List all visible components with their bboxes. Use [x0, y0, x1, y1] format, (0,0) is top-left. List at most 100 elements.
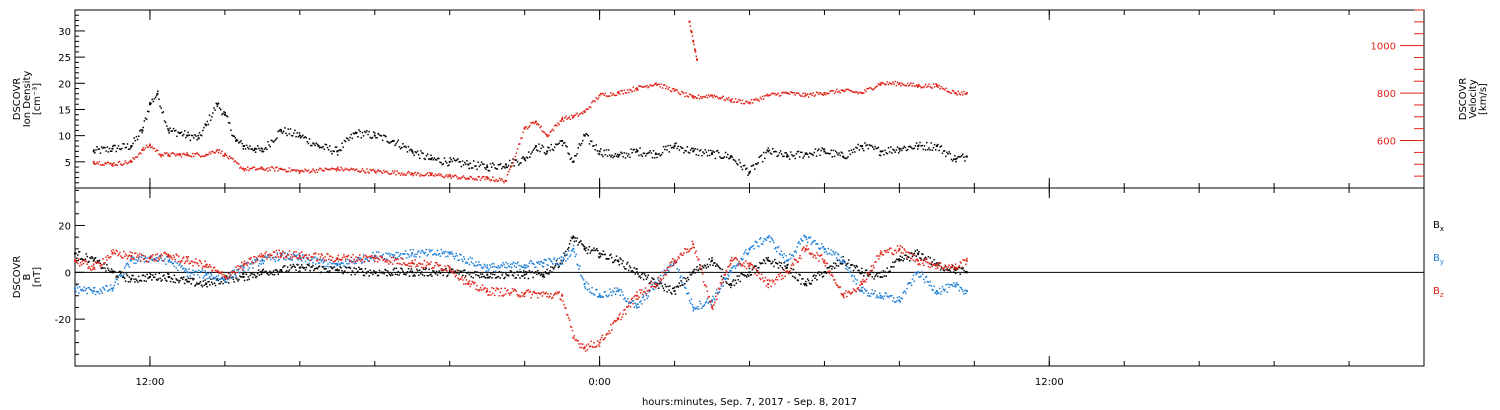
- field-Bx-point: [934, 262, 936, 265]
- field-Bx-point: [647, 274, 650, 276]
- field-By-point: [335, 262, 338, 265]
- field-Bz-point: [685, 248, 687, 250]
- field-Bx-point: [571, 237, 574, 240]
- velocity-point: [485, 176, 487, 178]
- field-Bx-point: [875, 274, 877, 276]
- field-Bz-point: [824, 264, 827, 267]
- field-Bz-point: [553, 293, 556, 295]
- field-Bx-point: [478, 275, 480, 277]
- field-By-point: [620, 289, 622, 291]
- field-Bx-point: [799, 274, 801, 276]
- field-Bz-point: [526, 289, 529, 292]
- field-Bz-point: [568, 319, 571, 321]
- field-Bz-point: [233, 270, 236, 273]
- velocity-point: [245, 169, 248, 171]
- field-By-point: [806, 241, 809, 244]
- field-Bz-point: [677, 256, 680, 258]
- density-point: [269, 145, 271, 148]
- velocity-point: [581, 112, 584, 115]
- field-Bz-point: [795, 259, 798, 262]
- velocity-point: [696, 97, 699, 99]
- field-Bz-point: [478, 290, 480, 292]
- field-Bx-point: [542, 273, 545, 276]
- field-Bz-point: [377, 257, 380, 260]
- field-Bx-point: [624, 268, 626, 270]
- density-point: [883, 153, 885, 156]
- field-Bx-point: [422, 268, 425, 270]
- density-axis-label-line: DSCOVR: [12, 78, 23, 121]
- field-Bz-point: [761, 277, 764, 279]
- velocity-point: [288, 167, 291, 169]
- field-Bz-point: [664, 269, 666, 272]
- field-Bx-point: [620, 258, 622, 261]
- density-point: [901, 149, 903, 152]
- velocity-point: [768, 94, 771, 97]
- field-By-point: [224, 281, 226, 283]
- density-point: [487, 169, 490, 172]
- field-Bz-point: [412, 262, 414, 265]
- velocity-point: [178, 152, 180, 155]
- field-Bz-point: [879, 252, 882, 255]
- field-Bx-point: [689, 274, 692, 276]
- field-Bz-point: [451, 272, 454, 274]
- field-By-point: [637, 303, 639, 306]
- field-Bz-point: [555, 293, 558, 295]
- field-By-point: [534, 266, 536, 269]
- field-By-point: [862, 286, 864, 289]
- field-Bx-point: [267, 273, 269, 275]
- field-Bz-point: [211, 269, 214, 272]
- velocity-point: [633, 90, 636, 92]
- field-By-point: [211, 274, 213, 277]
- field-Bz-point: [841, 294, 843, 296]
- field-Bz-point: [141, 254, 144, 257]
- density-point: [121, 147, 123, 150]
- field-By-point: [497, 265, 500, 267]
- field-Bz-point: [943, 267, 946, 269]
- density-point: [836, 152, 838, 154]
- field-By-point: [807, 236, 810, 239]
- density-point: [732, 158, 735, 161]
- field-Bx-point: [633, 267, 636, 269]
- density-point: [396, 141, 399, 143]
- density-point: [842, 156, 845, 159]
- density-point: [678, 149, 681, 151]
- density-point: [476, 168, 478, 171]
- field-Bz-point: [796, 261, 799, 263]
- field-Bx-point: [369, 269, 371, 271]
- field-Bz-point: [919, 263, 921, 266]
- field-Bz-point: [922, 264, 925, 267]
- field-By-point: [950, 284, 952, 286]
- velocity-point: [363, 171, 366, 173]
- field-By-point: [733, 265, 736, 268]
- field-By-point: [358, 256, 360, 259]
- velocity-point: [160, 153, 163, 156]
- density-point: [305, 136, 307, 139]
- field-By-point: [729, 271, 732, 274]
- field-By-point: [261, 259, 264, 262]
- density-point: [442, 163, 445, 165]
- velocity-point: [260, 166, 262, 168]
- field-Bz-point: [134, 252, 136, 255]
- field-Bz-point: [388, 263, 390, 265]
- density-point: [458, 161, 460, 163]
- field-Bz-point: [289, 257, 292, 260]
- field-By-point: [708, 300, 710, 303]
- density-point: [939, 146, 941, 148]
- velocity-point: [583, 110, 585, 112]
- field-By-point: [563, 258, 565, 260]
- field-By-point: [489, 264, 491, 266]
- velocity-point: [813, 95, 816, 97]
- density-point: [114, 144, 116, 147]
- field-By-point: [448, 252, 451, 255]
- velocity-point: [293, 169, 295, 171]
- field-Bz-point: [93, 268, 96, 270]
- field-By-point: [441, 252, 443, 255]
- density-point: [351, 137, 354, 140]
- field-Bx-point: [177, 279, 179, 282]
- velocity-point: [118, 160, 121, 163]
- field-By-point: [440, 248, 443, 251]
- field-Bz-point: [96, 262, 99, 264]
- field-By-point: [592, 292, 594, 295]
- field-Bx-point: [617, 259, 620, 262]
